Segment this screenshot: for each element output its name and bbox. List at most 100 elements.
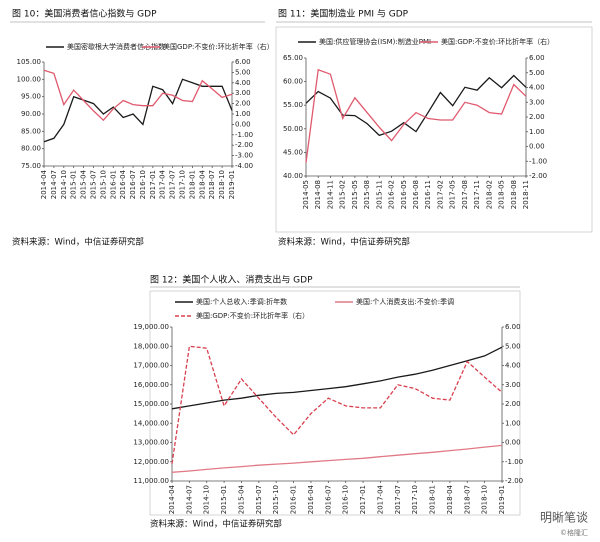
x-tick-label: 2018-01 — [188, 170, 196, 199]
x-tick-label: 2018-02 — [485, 180, 493, 209]
x-tick-label: 2017-01 — [359, 485, 367, 514]
x-tick-label: 2016-01 — [109, 170, 117, 199]
y-tick-label: 65.00 — [283, 54, 303, 62]
y-tick-label: 17,000.00 — [133, 362, 169, 370]
x-tick-label: 2017-07 — [169, 170, 177, 199]
y-tick-label: 105.00 — [17, 58, 42, 66]
chart-frame — [149, 290, 521, 516]
y-tick-label: 60.00 — [283, 78, 303, 86]
y-tick-label: 95.00 — [21, 93, 41, 101]
x-tick-label: 2017-04 — [159, 169, 167, 199]
x-tick-label: 2018-10 — [218, 170, 226, 199]
source-note: 资料来源：Wind，中信证券研究部 — [278, 237, 410, 248]
legend-label: 美国:GDP:不变价:环比折年率（右） — [196, 311, 309, 320]
y-tick-label: 12,000.00 — [133, 458, 169, 466]
y2-tick-label: 6.00 — [505, 323, 521, 331]
x-tick-label: 2014-11 — [326, 180, 334, 209]
x-tick-label: 2016-10 — [342, 485, 350, 514]
x-tick-label: 2016-07 — [129, 170, 137, 199]
x-tick-label: 2014-07 — [50, 170, 58, 199]
y2-tick-label: 0.00 — [235, 120, 251, 128]
x-tick-label: 2017-08 — [461, 180, 469, 209]
y-tick-label: 80.00 — [21, 145, 41, 153]
chart-title: 图 10：美国消费者信心指数与 GDP — [12, 8, 157, 20]
x-tick-label: 2014-05 — [302, 180, 310, 209]
y2-tick-label: 1.00 — [235, 110, 251, 118]
x-tick-label: 2019-01 — [498, 485, 506, 514]
y2-tick-label: -1.00 — [529, 157, 547, 165]
y-tick-label: 11,000.00 — [133, 477, 169, 485]
x-tick-label: 2015-02 — [339, 180, 347, 209]
y2-tick-label: 5.00 — [505, 342, 521, 350]
series-line — [43, 69, 233, 122]
x-tick-label: 2017-04 — [376, 484, 384, 514]
x-tick-label: 2016-01 — [290, 485, 298, 514]
x-tick-label: 2018-05 — [498, 180, 506, 209]
y2-tick-label: 0.00 — [505, 439, 521, 447]
y2-tick-label: -1.00 — [235, 131, 253, 139]
y2-tick-label: 3.00 — [529, 98, 545, 106]
x-tick-label: 2015-04 — [80, 169, 88, 199]
x-tick-label: 2014-04 — [40, 169, 48, 199]
x-tick-label: 2016-07 — [324, 485, 332, 514]
x-tick-label: 2018-04 — [198, 169, 206, 199]
legend-label: 美国:GDP:不变价:环比折年率（右） — [441, 37, 554, 46]
x-tick-label: 2016-10 — [139, 170, 147, 199]
x-tick-label: 2019-01 — [228, 170, 236, 199]
watermark: 明晰笔谈 — [540, 510, 588, 525]
y-tick-label: 18,000.00 — [133, 342, 169, 350]
x-tick-label: 2018-10 — [481, 485, 489, 514]
x-tick-label: 2017-02 — [436, 180, 444, 209]
y-tick-label: 55.00 — [283, 101, 303, 109]
x-tick-label: 2016-04 — [119, 169, 127, 199]
watermark: ©格隆汇 — [560, 528, 588, 537]
y-tick-label: 90.00 — [21, 110, 41, 118]
y-tick-label: 50.00 — [283, 125, 303, 133]
y-tick-label: 75.00 — [21, 162, 41, 170]
y2-tick-label: -2.00 — [529, 172, 547, 180]
y-tick-label: 85.00 — [21, 127, 41, 135]
y2-tick-label: 3.00 — [235, 89, 251, 97]
source-note: 资料来源：Wind，中信证券研究部 — [12, 237, 144, 248]
x-tick-label: 2015-10 — [99, 170, 107, 199]
x-tick-label: 2018-07 — [208, 170, 216, 199]
series-line — [171, 345, 503, 464]
y2-tick-label: 5.00 — [529, 69, 545, 77]
y2-tick-label: 4.00 — [505, 362, 521, 370]
y2-tick-label: -1.00 — [505, 458, 523, 466]
y2-tick-label: 6.00 — [529, 54, 545, 62]
x-tick-label: 2015-07 — [89, 170, 97, 199]
x-tick-label: 2018-08 — [510, 180, 518, 209]
source-note: 资料来源：Wind，中信证券研究部 — [150, 519, 282, 530]
y2-tick-label: -2.00 — [235, 141, 253, 149]
y2-tick-label: 2.00 — [505, 400, 521, 408]
x-tick-label: 2017-01 — [149, 170, 157, 199]
legend-label: 美国:个人总收入:季调:折年数 — [196, 297, 287, 306]
y2-tick-label: 1.00 — [529, 128, 545, 136]
x-tick-label: 2017-05 — [449, 180, 457, 209]
series-line — [305, 68, 527, 163]
x-tick-label: 2017-10 — [411, 485, 419, 514]
y-tick-label: 13,000.00 — [133, 439, 169, 447]
x-tick-label: 2015-01 — [220, 485, 228, 514]
y2-tick-label: 4.00 — [529, 84, 545, 92]
legend-label: 美国:个人消费支出:不变价:季调 — [356, 297, 454, 306]
y-tick-label: 100.00 — [17, 75, 42, 83]
x-tick-label: 2016-04 — [307, 484, 315, 514]
y2-tick-label: 5.00 — [235, 68, 251, 76]
y-tick-label: 19,000.00 — [133, 323, 169, 331]
y-tick-label: 14,000.00 — [133, 419, 169, 427]
y2-tick-label: 4.00 — [235, 79, 251, 87]
chart-title: 图 11：美国制造业 PMI 与 GDP — [278, 8, 409, 20]
x-tick-label: 2017-07 — [394, 485, 402, 514]
y-tick-label: 40.00 — [283, 172, 303, 180]
x-tick-label: 2015-10 — [272, 485, 280, 514]
x-tick-label: 2014-07 — [185, 485, 193, 514]
series-line — [305, 74, 527, 137]
x-tick-label: 2015-07 — [255, 485, 263, 514]
y2-tick-label: 1.00 — [505, 419, 521, 427]
x-tick-label: 2014-04 — [168, 484, 176, 514]
x-tick-label: 2018-07 — [463, 485, 471, 514]
y-tick-label: 15,000.00 — [133, 400, 169, 408]
